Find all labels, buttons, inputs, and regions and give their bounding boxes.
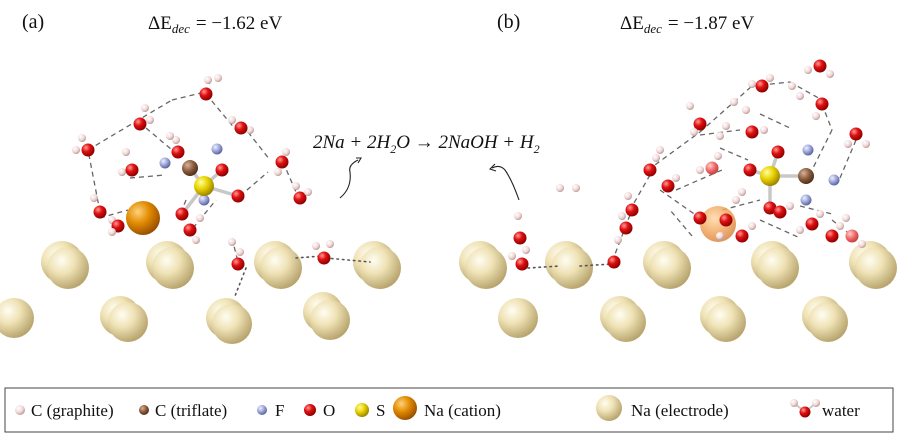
legend-label-sodium-electrode: Na (electrode) — [631, 401, 729, 420]
arrow-forward — [339, 159, 359, 199]
panel-b-energy: ΔEdec = −1.87 eV — [620, 13, 754, 36]
water-icon — [790, 399, 820, 418]
legend-label-sulfur: S — [376, 401, 385, 420]
dotted-a2 — [295, 255, 323, 259]
legend-label-graphite: C (graphite) — [31, 401, 114, 420]
triflate-carbon-icon — [139, 405, 149, 415]
electrode-a — [0, 241, 401, 344]
legend-label-oxygen: O — [323, 401, 335, 420]
waters-a — [72, 74, 334, 271]
panel-a-label: (a) — [22, 11, 44, 33]
sodium-cation-icon — [393, 396, 417, 420]
graphite-carbon-icon — [15, 405, 25, 415]
legend-label-sodium-cation: Na (cation) — [424, 401, 501, 420]
sulfur-icon — [355, 403, 369, 417]
triflate-b — [743, 144, 840, 215]
panel-a: (a) ΔEdec = −1.62 eV — [0, 11, 401, 344]
triflate-a — [159, 143, 245, 221]
dotted-b2 — [579, 263, 613, 267]
fluorine-icon — [257, 405, 267, 415]
legend-label-triflate: C (triflate) — [155, 401, 227, 420]
panel-a-energy: ΔEdec = −1.62 eV — [148, 13, 282, 36]
legend-label-fluorine: F — [275, 401, 284, 420]
panel-b-label: (b) — [497, 11, 520, 33]
dotted-b1 — [527, 265, 561, 269]
legend: C (graphite) C (triflate) F O S Na (cati… — [4, 387, 894, 433]
arrow-back-head — [488, 163, 497, 172]
sodium-electrode-icon — [596, 395, 622, 421]
dotted-a3 — [325, 257, 371, 263]
dotted-a1 — [234, 267, 247, 297]
arrow-forward-head — [356, 157, 362, 164]
waters-b — [508, 59, 870, 271]
sodium-cation-a — [126, 201, 160, 235]
oxygen-icon — [304, 404, 316, 416]
h2-molecule — [556, 184, 564, 192]
arrow-back — [491, 165, 520, 201]
legend-label-water: water — [822, 401, 860, 420]
electrode-b — [459, 241, 897, 342]
reaction: 2Na + 2H2O → 2NaOH + H2 — [313, 132, 580, 201]
legend-frame — [4, 387, 894, 433]
reaction-equation: 2Na + 2H2O → 2NaOH + H2 — [313, 132, 540, 156]
panel-b: (b) ΔEdec = −1.87 eV — [459, 11, 897, 342]
